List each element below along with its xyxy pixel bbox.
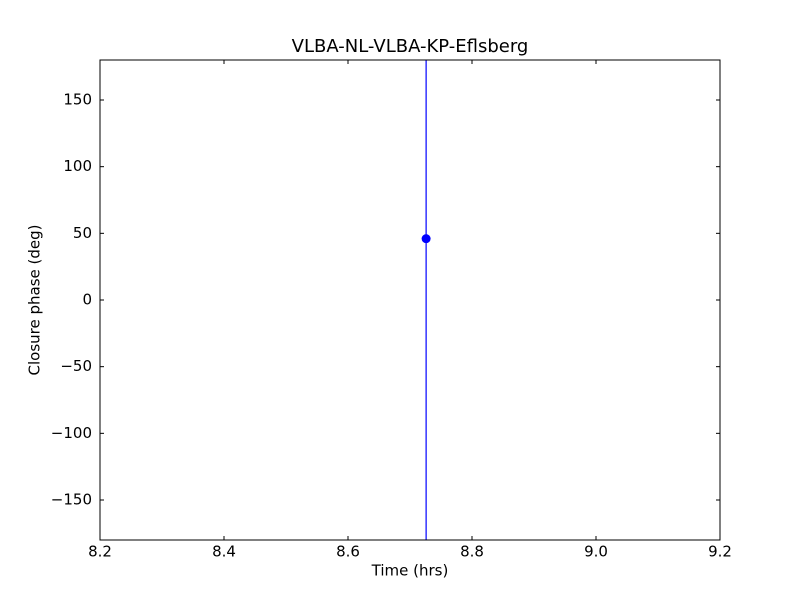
- data-point: [421, 234, 431, 244]
- x-tick-label: 9.2: [708, 543, 732, 561]
- y-axis-label: Closure phase (deg): [26, 225, 44, 376]
- y-tick-label: −100: [51, 424, 92, 442]
- y-tick-label: −50: [60, 357, 92, 375]
- x-tick-label: 8.8: [460, 543, 484, 561]
- y-tick-label: −150: [51, 491, 92, 509]
- chart-title: VLBA-NL-VLBA-KP-Eflsberg: [292, 36, 529, 57]
- x-tick-label: 8.2: [88, 543, 112, 561]
- y-tick-label: 50: [73, 224, 92, 242]
- y-tick-label: 150: [63, 91, 92, 109]
- y-tick-label: 100: [63, 157, 92, 175]
- y-tick-label: 0: [82, 291, 92, 309]
- x-axis-label: Time (hrs): [371, 562, 449, 580]
- x-tick-label: 8.6: [336, 543, 360, 561]
- x-tick-label: 8.4: [212, 543, 236, 561]
- x-tick-label: 9.0: [584, 543, 608, 561]
- plot-area: [421, 60, 431, 540]
